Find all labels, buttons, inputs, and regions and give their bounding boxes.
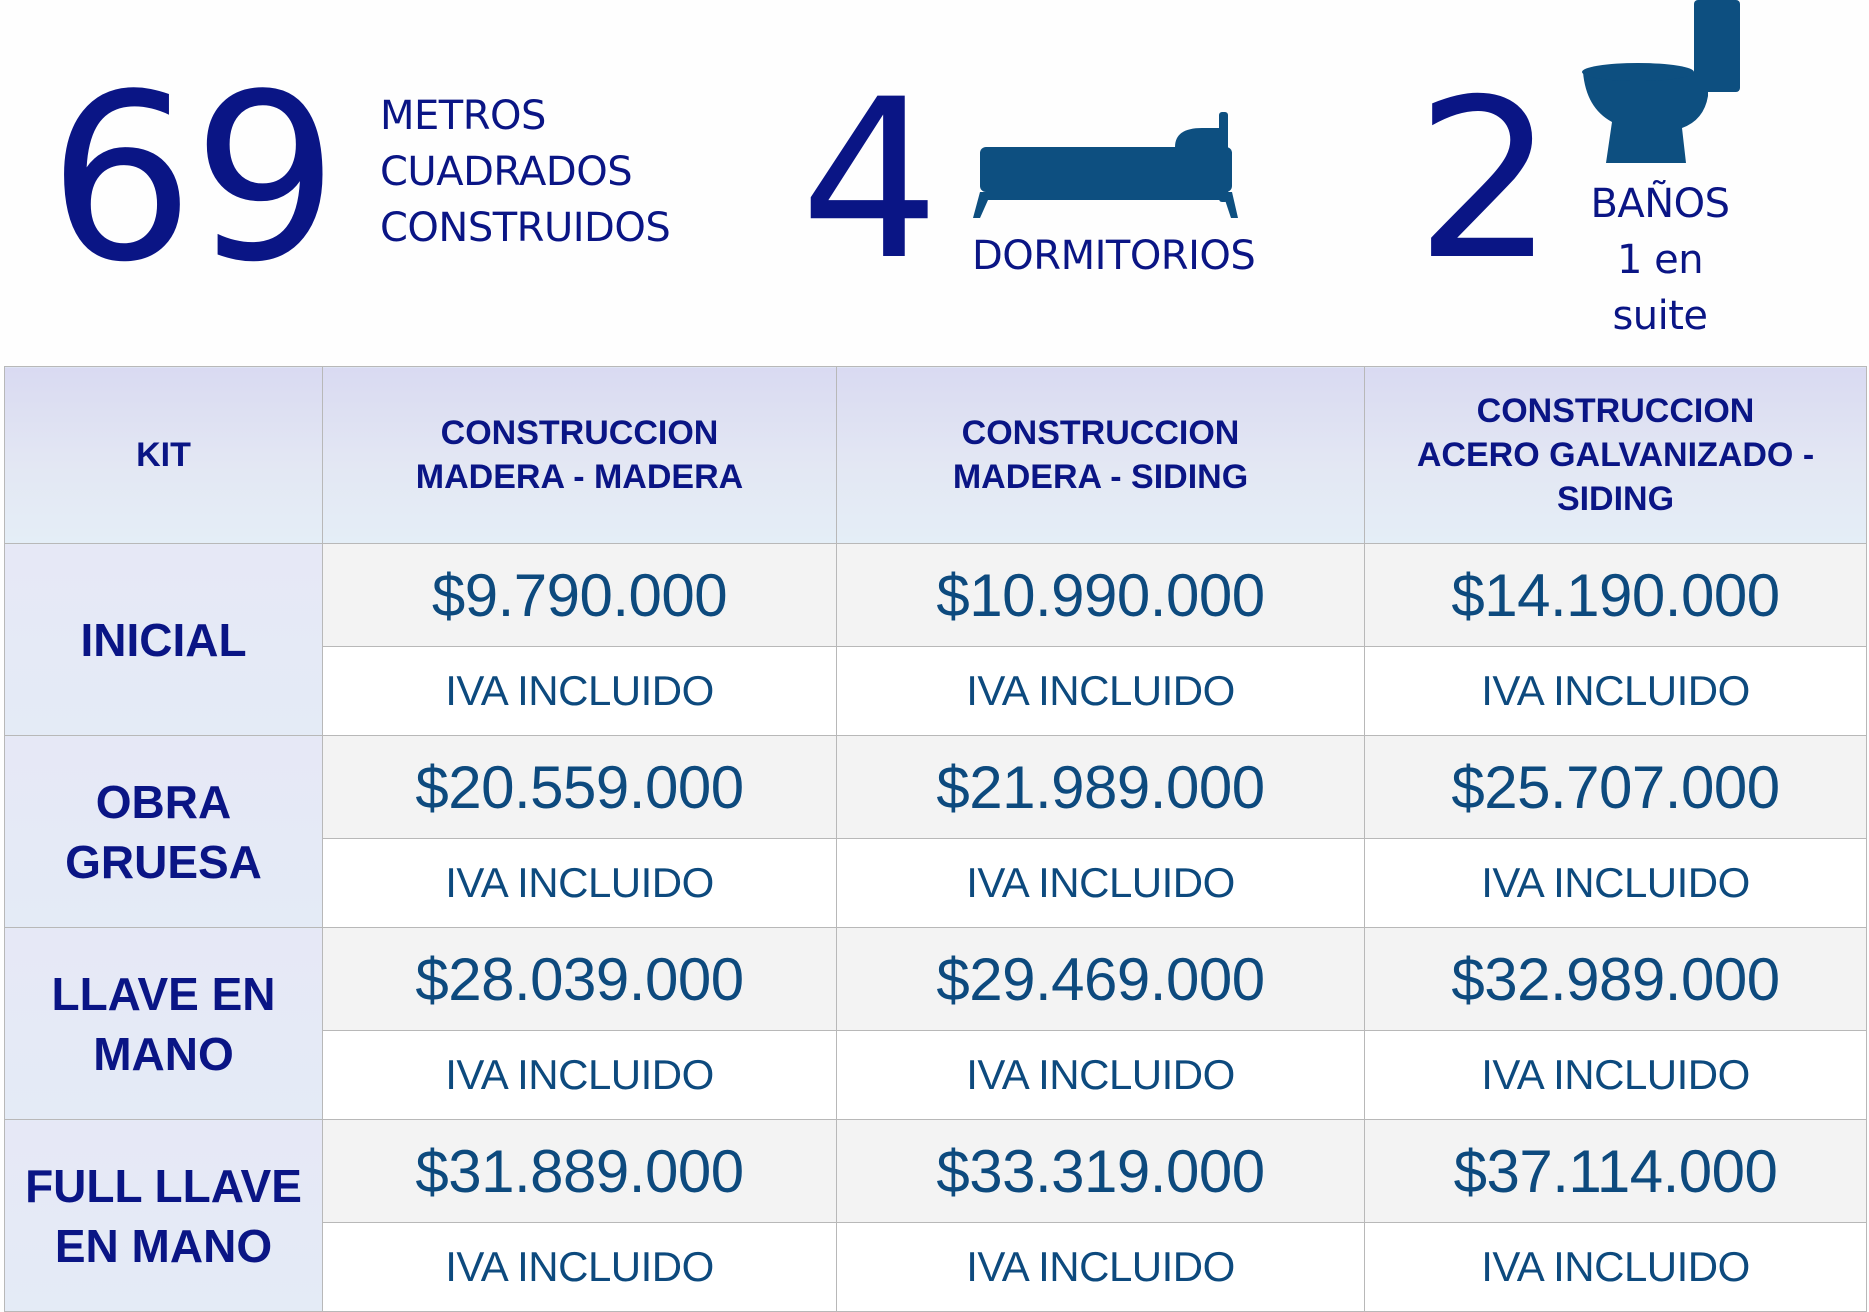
- header-line: ACERO GALVANIZADO -: [1416, 436, 1815, 474]
- header-line: SIDING: [1556, 480, 1675, 518]
- bed-icon: [973, 112, 1238, 218]
- area-label-line: CONSTRUIDOS: [380, 205, 671, 251]
- price-table: KIT CONSTRUCCION MADERA - MADERA CONSTRU…: [4, 366, 1867, 1312]
- price-cell: $14.190.000: [1364, 543, 1867, 647]
- bedrooms-number: 4: [800, 52, 940, 308]
- price-cell: $21.989.000: [836, 735, 1365, 839]
- area-number: 69: [48, 46, 339, 313]
- table-row-price: INICIAL $9.790.000 $10.990.000 $14.190.0…: [4, 543, 1867, 736]
- row-label-line: GRUESA: [65, 835, 262, 888]
- iva-note: IVA INCLUIDO: [1364, 1030, 1867, 1120]
- iva-note: IVA INCLUIDO: [322, 838, 837, 928]
- iva-note: IVA INCLUIDO: [322, 1030, 837, 1120]
- iva-note: IVA INCLUIDO: [836, 838, 1365, 928]
- header-kit: KIT: [4, 366, 323, 544]
- row-label-line: INICIAL: [80, 613, 247, 666]
- bathrooms-label-line: BAÑOS: [1590, 181, 1730, 227]
- area-label-line: METROS: [380, 93, 546, 139]
- toilet-icon: [1582, 0, 1740, 163]
- table-row-note: IVA INCLUIDO IVA INCLUIDO IVA INCLUIDO: [5, 646, 1867, 736]
- price-cell: $29.469.000: [836, 927, 1365, 1031]
- header-steel-siding: CONSTRUCCION ACERO GALVANIZADO - SIDING: [1364, 366, 1867, 544]
- bathrooms-label-line: 1 en: [1616, 237, 1704, 283]
- header-wood-siding: CONSTRUCCION MADERA - SIDING: [836, 366, 1365, 544]
- area-label-line: CUADRADOS: [380, 149, 633, 195]
- area-label: METROS CUADRADOS CONSTRUIDOS: [380, 88, 671, 256]
- row-label-line: FULL LLAVE: [25, 1159, 302, 1212]
- table-row-price: LLAVE EN MANO $28.039.000 $29.469.000 $3…: [4, 927, 1867, 1120]
- table-row-price: OBRA GRUESA $20.559.000 $21.989.000 $25.…: [4, 735, 1867, 928]
- table-row-note: IVA INCLUIDO IVA INCLUIDO IVA INCLUIDO: [5, 838, 1867, 928]
- row-label-llave-en-mano: LLAVE EN MANO: [4, 927, 323, 1120]
- header-line: MADERA - MADERA: [415, 458, 744, 496]
- bathrooms-label-line: suite: [1612, 293, 1708, 339]
- header-wood-wood: CONSTRUCCION MADERA - MADERA: [322, 366, 837, 544]
- iva-note: IVA INCLUIDO: [836, 646, 1365, 736]
- row-label-line: OBRA: [95, 775, 232, 828]
- price-cell: $25.707.000: [1364, 735, 1867, 839]
- row-label-line: EN MANO: [54, 1219, 273, 1272]
- row-label-line: LLAVE EN: [51, 967, 276, 1020]
- row-label-obra-gruesa: OBRA GRUESA: [4, 735, 323, 928]
- iva-note: IVA INCLUIDO: [322, 1222, 837, 1312]
- header-line: CONSTRUCCION: [440, 414, 719, 452]
- row-label-inicial: INICIAL: [4, 543, 323, 736]
- price-cell: $37.114.000: [1364, 1119, 1867, 1223]
- price-cell: $10.990.000: [836, 543, 1365, 647]
- row-label-line: MANO: [93, 1027, 234, 1080]
- iva-note: IVA INCLUIDO: [1364, 646, 1867, 736]
- price-cell: $28.039.000: [322, 927, 837, 1031]
- table-row-price: FULL LLAVE EN MANO $31.889.000 $33.319.0…: [4, 1119, 1867, 1312]
- price-cell: $33.319.000: [836, 1119, 1365, 1223]
- price-cell: $9.790.000: [322, 543, 837, 647]
- iva-note: IVA INCLUIDO: [1364, 838, 1867, 928]
- iva-note: IVA INCLUIDO: [1364, 1222, 1867, 1312]
- iva-note: IVA INCLUIDO: [322, 646, 837, 736]
- header-line: KIT: [136, 436, 191, 474]
- bathrooms-label: BAÑOS 1 en suite: [1580, 176, 1740, 344]
- bedrooms-label: DORMITORIOS: [972, 233, 1256, 279]
- iva-note: IVA INCLUIDO: [836, 1222, 1365, 1312]
- header-line: MADERA - SIDING: [952, 458, 1249, 496]
- row-label-full-llave-en-mano: FULL LLAVE EN MANO: [4, 1119, 323, 1312]
- price-cell: $31.889.000: [322, 1119, 837, 1223]
- price-cell: $20.559.000: [322, 735, 837, 839]
- header-line: CONSTRUCCION: [1476, 392, 1755, 430]
- table-row-note: IVA INCLUIDO IVA INCLUIDO IVA INCLUIDO: [5, 1030, 1867, 1120]
- table-header-row: KIT CONSTRUCCION MADERA - MADERA CONSTRU…: [4, 366, 1867, 544]
- price-cell: $32.989.000: [1364, 927, 1867, 1031]
- bathrooms-number: 2: [1415, 52, 1555, 308]
- header-line: CONSTRUCCION: [961, 414, 1240, 452]
- iva-note: IVA INCLUIDO: [836, 1030, 1365, 1120]
